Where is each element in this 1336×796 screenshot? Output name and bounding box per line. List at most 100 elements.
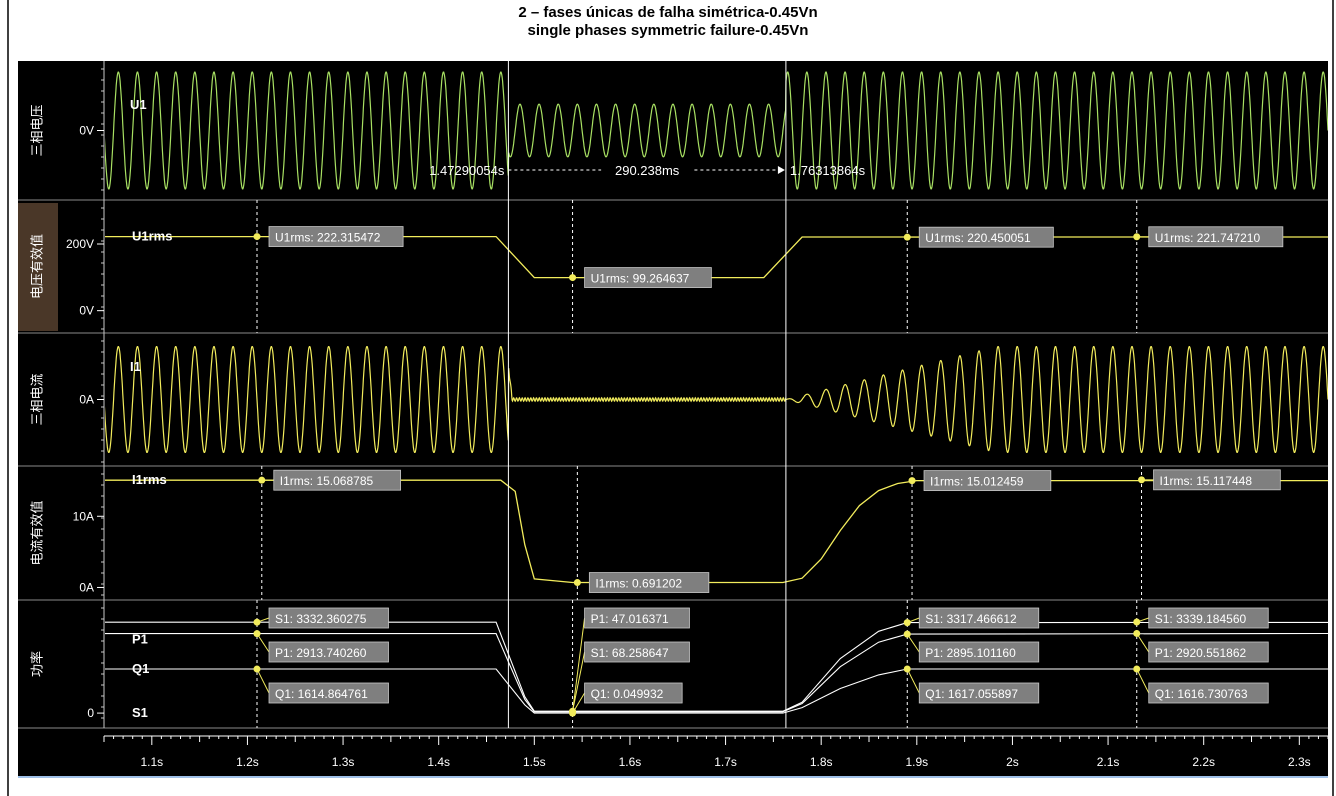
marker-label-box	[923, 470, 1052, 492]
marker-label: P1: 2895.101160	[925, 646, 1016, 660]
marker-leader	[572, 617, 586, 712]
power-trace-q1	[105, 668, 1328, 714]
x-tick-label: 2.1s	[1097, 755, 1120, 769]
panel-waveforms	[105, 621, 1328, 714]
marker-label-box	[273, 469, 401, 491]
marker-label: I1rms: 15.068785	[280, 474, 374, 488]
marker-leader	[1136, 668, 1150, 694]
marker-dot	[1133, 618, 1141, 626]
marker-dot	[903, 233, 911, 241]
power-trace-s1	[105, 621, 1328, 712]
marker-label-box	[1148, 226, 1284, 248]
marker-dot	[569, 274, 577, 282]
marker-label: S1: 3317.466612	[925, 612, 1017, 626]
x-tick-label: 1.4s	[427, 755, 450, 769]
voltage-waveform-u1	[105, 71, 1328, 190]
panel-2: 电压有效值 200V 0V U1rms U1rms: 222.315472 U1rms: …	[18, 200, 1328, 334]
marker-label: Q1: 1614.864761	[275, 687, 368, 701]
marker-label: Q1: 1616.730763	[1155, 687, 1248, 701]
marker-leader	[572, 692, 585, 714]
marker-label: S1: 3339.184560	[1155, 612, 1247, 626]
panel-label: 三相电压	[29, 104, 44, 156]
marker-label-box	[268, 682, 389, 704]
x-tick-label: 1.6s	[619, 755, 642, 769]
marker-dot	[253, 618, 261, 626]
marker-label: S1: 68.258647	[591, 646, 669, 660]
marker-label: I1rms: 15.117448	[1160, 474, 1253, 488]
x-axis: 1.1s 1.2s 1.3s 1.4s 1.5s 1.6s 1.7s 1.8s 1.9s 2s 2.…	[103, 735, 1329, 769]
chart-title-line1: 2 – fases únicas de falha simétrica-0.45…	[518, 4, 818, 21]
y-tick-label: 0A	[79, 393, 94, 407]
marker-label: P1: 2913.740260	[275, 646, 367, 660]
x-tick-label: 1.7s	[714, 755, 737, 769]
marker-dot	[1133, 665, 1141, 673]
marker-label: I1rms: 0.691202	[595, 577, 682, 591]
y-tick-label: 0	[87, 706, 94, 720]
panel-label-selected-bg	[18, 203, 58, 331]
y-tick-label: 200V	[66, 237, 94, 251]
marker-label-box	[584, 607, 690, 629]
chart-title-line2: single phases symmetric failure-0.45Vn	[527, 22, 809, 39]
x-tick-label: 2s	[1006, 755, 1019, 769]
marker-dot	[1133, 629, 1141, 637]
marker-leader	[256, 633, 270, 653]
marker-dot	[253, 665, 261, 673]
marker-label: P1: 2920.551862	[1155, 646, 1247, 660]
x-tick-label: 1.3s	[332, 755, 355, 769]
panel-4: 电流有效值 10A 0A I1rms I1rms: 15.068785 I1rms: 0.…	[18, 466, 1328, 601]
x-tick-label: 1.2s	[236, 755, 259, 769]
marker-label-box	[918, 226, 1054, 248]
marker-label-box	[588, 572, 710, 593]
current-waveform-i1	[105, 346, 1328, 453]
marker-label-box	[268, 607, 389, 629]
marker-label-box	[1148, 641, 1269, 663]
series-name-s1: S1	[132, 705, 148, 720]
power-trace-p1	[105, 632, 1328, 713]
y-tick-label: 10A	[73, 509, 94, 523]
marker-dot	[903, 665, 911, 673]
marker-label: Q1: 1617.055897	[925, 687, 1018, 701]
marker-label-box	[1153, 469, 1281, 491]
x-tick-label: 1.1s	[140, 755, 163, 769]
rms-trace	[105, 479, 1328, 584]
cursor-delta-arrow	[777, 166, 785, 174]
marker-leader	[1136, 633, 1150, 653]
panel-label: 三相电流	[29, 373, 44, 425]
marker-label-box	[1148, 682, 1269, 704]
panel-waveforms	[105, 479, 1328, 584]
cursor-t1-label: 1.47290054s	[429, 163, 505, 178]
marker-dot	[903, 630, 911, 638]
cursor-t2-label: 1.76313864s	[790, 163, 866, 178]
marker-leader	[906, 633, 920, 653]
marker-dot	[253, 233, 261, 241]
x-tick-label: 2.2s	[1192, 755, 1215, 769]
panel-label: 电流有效值	[29, 500, 44, 565]
marker-leader	[906, 668, 920, 694]
marker-leader	[256, 668, 270, 694]
marker-dot	[908, 477, 916, 485]
panel-1: 三相电压 0V U1	[18, 61, 1328, 201]
panel-waveforms	[105, 71, 1328, 190]
marker-label-box	[584, 641, 690, 663]
marker-label: Q1: 0.049932	[591, 687, 664, 701]
marker-dot	[253, 630, 261, 638]
panel-label: 电压有效值	[29, 234, 44, 299]
marker-label: U1rms: 221.747210	[1155, 231, 1261, 245]
marker-dot	[569, 709, 577, 717]
marker-label-box	[918, 607, 1040, 629]
x-tick-label: 2.3s	[1288, 755, 1311, 769]
x-tick-label: 1.5s	[523, 755, 546, 769]
series-name-rms: U1rms	[132, 229, 172, 244]
y-tick-label: 0V	[79, 304, 94, 318]
marker-label-box	[584, 682, 683, 704]
marker-label-box	[584, 267, 712, 288]
panel-5: 功率 0 S1 P1 Q1 S1: 3332.360275 P1: 2913.740260 Q…	[18, 600, 1328, 729]
marker-label-box	[918, 682, 1040, 704]
y-tick-label: 0A	[79, 580, 94, 594]
marker-leader	[572, 651, 586, 712]
cursor-delta-label: 290.238ms	[615, 163, 680, 178]
series-name-p1: P1	[132, 632, 148, 647]
marker-label: U1rms: 222.315472	[275, 231, 381, 245]
